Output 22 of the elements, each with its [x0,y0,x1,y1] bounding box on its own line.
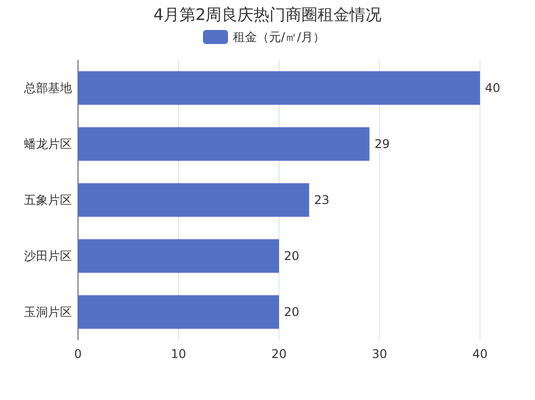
bar [78,239,279,273]
y-tick-label: 沙田片区 [24,249,72,263]
bar [78,183,310,217]
x-tick-label: 0 [74,347,82,361]
data-label: 40 [485,81,500,95]
bar [78,127,370,161]
bar [78,71,480,105]
legend-label: 租金（元/㎡/月） [233,30,326,44]
y-tick-label: 玉洞片区 [24,305,72,319]
data-label: 20 [284,249,300,263]
data-label: 20 [284,305,300,319]
chart-title: 4月第2周良庆热门商圈租金情况 [153,5,382,24]
y-tick-label: 总部基地 [23,81,72,95]
bar [78,295,279,329]
data-label: 23 [314,193,330,207]
data-label: 29 [374,137,390,151]
x-tick-label: 30 [372,347,388,361]
y-tick-label: 蟠龙片区 [24,137,72,151]
x-tick-label: 20 [271,347,287,361]
x-tick-label: 40 [472,347,488,361]
x-tick-label: 10 [170,347,186,361]
y-tick-label: 五象片区 [24,193,72,207]
